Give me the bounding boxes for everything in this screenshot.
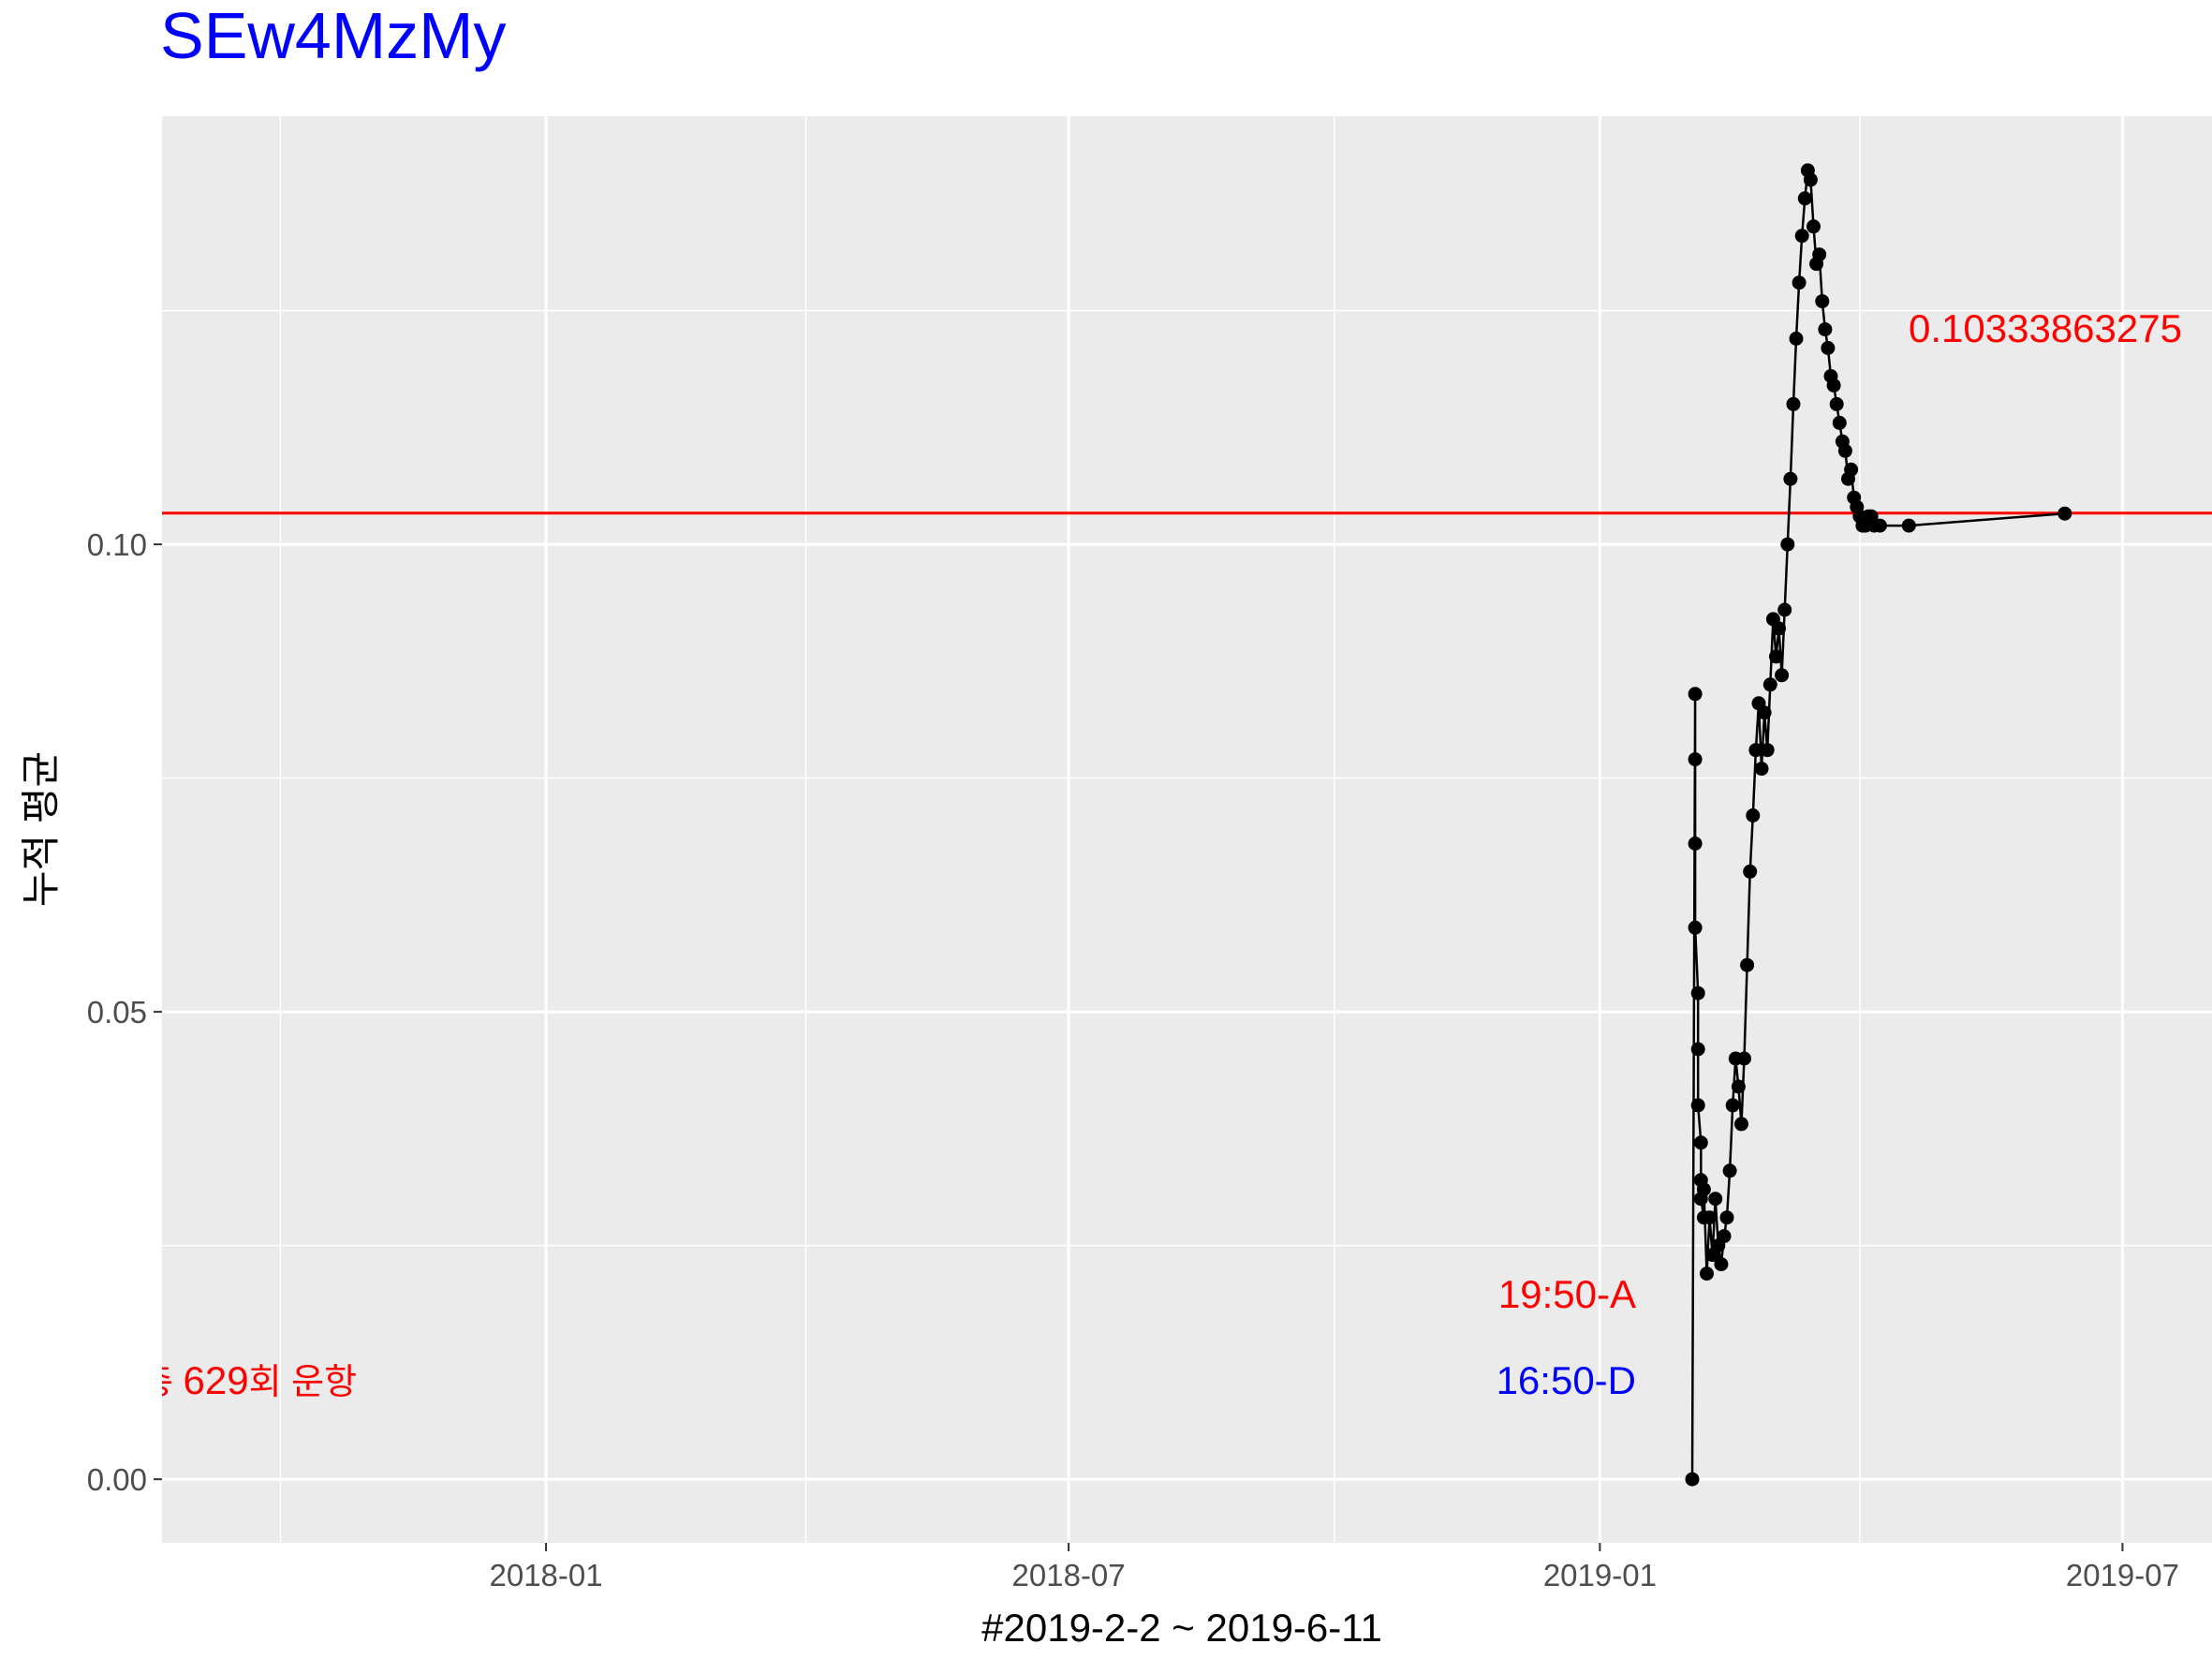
data-point (1775, 668, 1790, 683)
data-point (1688, 837, 1703, 851)
y-tick-label: 0.05 (87, 995, 147, 1029)
x-axis: 2018-01 2018-07 2019-01 2019-07 (489, 1543, 2179, 1592)
data-point (1780, 537, 1795, 552)
y-tick-label: 0.10 (87, 527, 147, 562)
data-point (1826, 378, 1841, 393)
data-point (1821, 341, 1836, 355)
data-point (1685, 1472, 1700, 1487)
data-point (1740, 957, 1755, 972)
data-point (1812, 247, 1827, 262)
data-point (1734, 1117, 1748, 1132)
x-tick-label: 2019-01 (1543, 1558, 1657, 1592)
data-point (1690, 1042, 1705, 1057)
data-point (1829, 396, 1844, 411)
data-point (1815, 294, 1830, 309)
data-point (1725, 1098, 1740, 1113)
data-point (1786, 396, 1801, 411)
grid-major (162, 116, 2212, 1543)
data-point (1783, 471, 1798, 486)
data-point (1708, 1192, 1723, 1207)
y-axis: 0.00 0.05 0.10 (87, 527, 162, 1497)
data-point (1717, 1229, 1732, 1244)
data-point (1696, 1182, 1711, 1197)
data-point (1688, 752, 1703, 767)
data-point (1794, 229, 1809, 244)
x-axis-title: #2019-2-2 ~ 2019-6-11 (981, 1606, 1382, 1650)
data-point (1743, 864, 1758, 879)
y-tick-label: 0.00 (87, 1462, 147, 1497)
data-point (1688, 920, 1703, 935)
y-axis-title: 누적 평균 (19, 751, 63, 907)
data-point (1703, 1210, 1717, 1225)
count-suffix: 회 운항 (249, 1363, 357, 1402)
x-tick-label: 2018-07 (1012, 1558, 1126, 1592)
data-point (1872, 518, 1887, 533)
departure-label: 16:50-D (1497, 1358, 1636, 1402)
data-point (1690, 985, 1705, 1000)
data-point (1772, 621, 1786, 636)
data-point (1762, 677, 1777, 692)
data-point (1832, 415, 1847, 430)
data-point (1731, 1079, 1746, 1094)
data-point (1789, 332, 1804, 346)
data-point (1844, 462, 1859, 477)
data-point (1837, 443, 1852, 458)
data-point (1777, 602, 1792, 617)
data-point (1754, 762, 1769, 777)
hline-value-label: 0.10333863275 (1909, 306, 2182, 350)
arrival-label: 19:50-A (1498, 1272, 1636, 1316)
count-label: 총 629회 운항 (140, 1358, 357, 1402)
data-point (1693, 1135, 1708, 1150)
chart-title: SEw4MzMy (160, 0, 506, 72)
x-tick-label: 2018-01 (489, 1558, 602, 1592)
count-prefix: 총 (140, 1363, 184, 1402)
x-tick-label: 2019-07 (2066, 1558, 2179, 1592)
data-point (2057, 506, 2072, 521)
data-point (1803, 172, 1818, 187)
data-point (1901, 518, 1916, 533)
data-point (1737, 1051, 1751, 1066)
data-point (1746, 808, 1761, 822)
plot-panel (162, 116, 2212, 1543)
data-point (1719, 1210, 1734, 1225)
data-point (1748, 743, 1763, 758)
series-points (1685, 163, 2072, 1487)
data-point (1688, 687, 1703, 702)
data-point (1700, 1266, 1714, 1281)
data-point (1760, 743, 1775, 758)
count-value: 629 (184, 1358, 249, 1402)
data-point (1792, 275, 1806, 290)
data-point (1797, 191, 1812, 206)
data-point (1722, 1163, 1737, 1178)
data-point (1757, 705, 1772, 720)
data-point (1806, 219, 1821, 234)
grid-minor (162, 116, 2212, 1543)
data-point (1818, 322, 1833, 337)
data-point (1714, 1257, 1729, 1272)
data-point (1690, 1098, 1705, 1113)
data-point (1769, 649, 1783, 664)
